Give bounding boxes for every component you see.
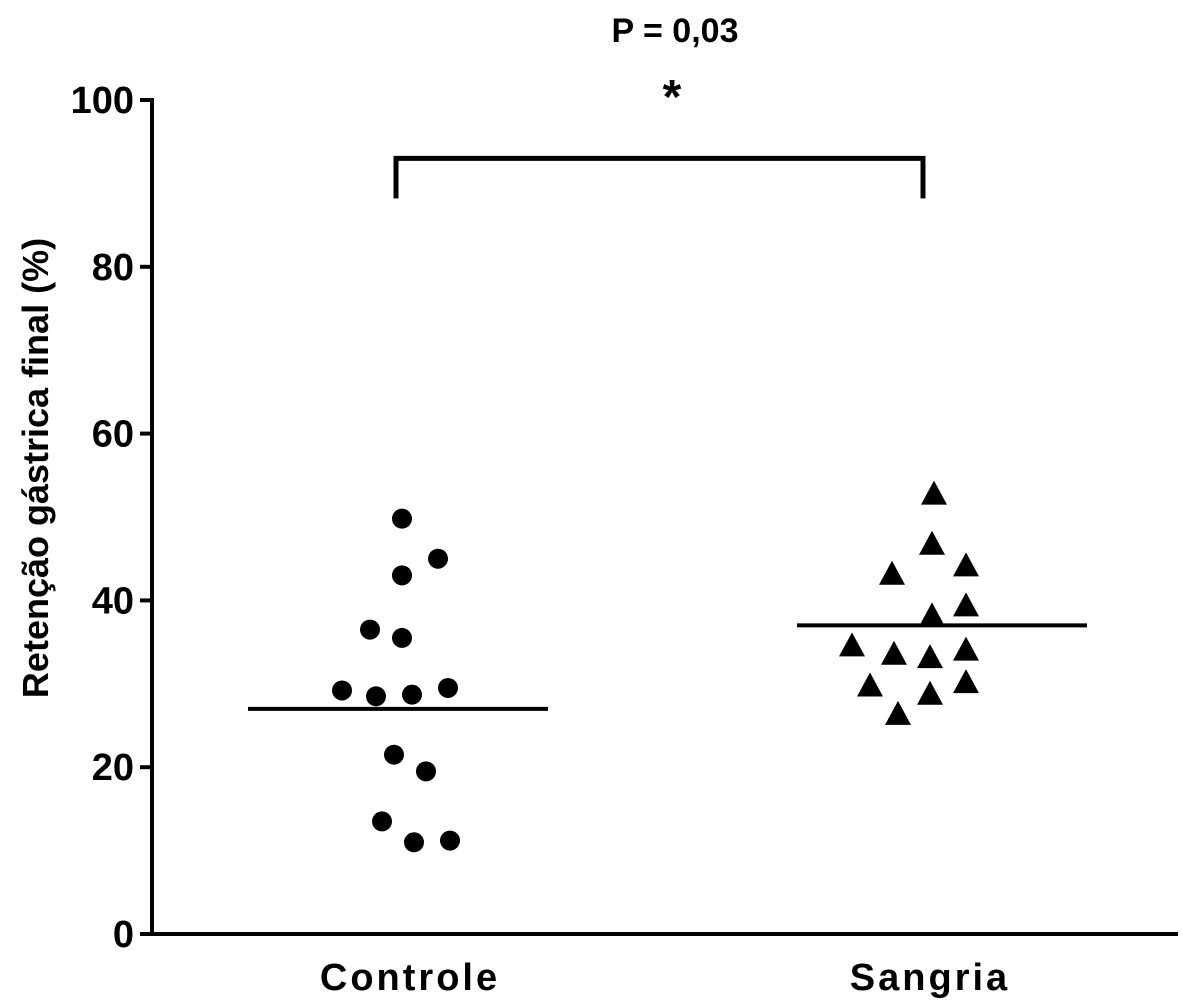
data-point [857,672,883,697]
data-point [839,632,865,657]
data-point [917,644,943,669]
data-point [885,700,911,725]
data-point [392,627,412,648]
data-point [384,744,404,765]
data-point [881,640,907,665]
data-point [953,636,979,661]
data-point [438,677,458,698]
data-points [332,480,979,853]
data-point [879,560,905,585]
data-point [402,684,422,705]
data-point [360,619,380,640]
y-axis-title: Retenção gástrica final (%) [15,238,56,698]
bracket-line [393,155,926,199]
data-point [953,669,979,694]
y-tick-label: 0 [113,914,134,956]
x-category-label: Sangria [850,957,1010,999]
y-tick-label: 80 [92,247,134,289]
data-point [404,832,424,853]
axes [140,98,1178,936]
data-point [917,680,943,705]
data-point [416,761,436,782]
significance-star: * [663,71,682,124]
p-value-label: P = 0,03 [612,12,739,50]
x-category-label: Controle [320,957,500,999]
mean-lines [248,623,1087,711]
data-point [332,680,352,701]
data-point [372,811,392,832]
data-point [392,508,412,529]
data-point [953,552,979,577]
data-point [428,548,448,569]
data-point [919,530,945,555]
axis-labels: 0 20 40 60 80 100 Controle Sangria [71,80,1010,999]
data-point [440,830,460,851]
data-point [919,602,945,627]
y-tick-label: 40 [92,580,134,622]
y-tick-label: 100 [71,80,134,122]
y-tick-label: 20 [92,747,134,789]
data-point [953,592,979,617]
y-tick-label: 60 [92,414,134,456]
data-point [366,686,386,707]
significance-bracket [393,155,926,199]
data-point [392,565,412,586]
data-point [921,480,947,505]
